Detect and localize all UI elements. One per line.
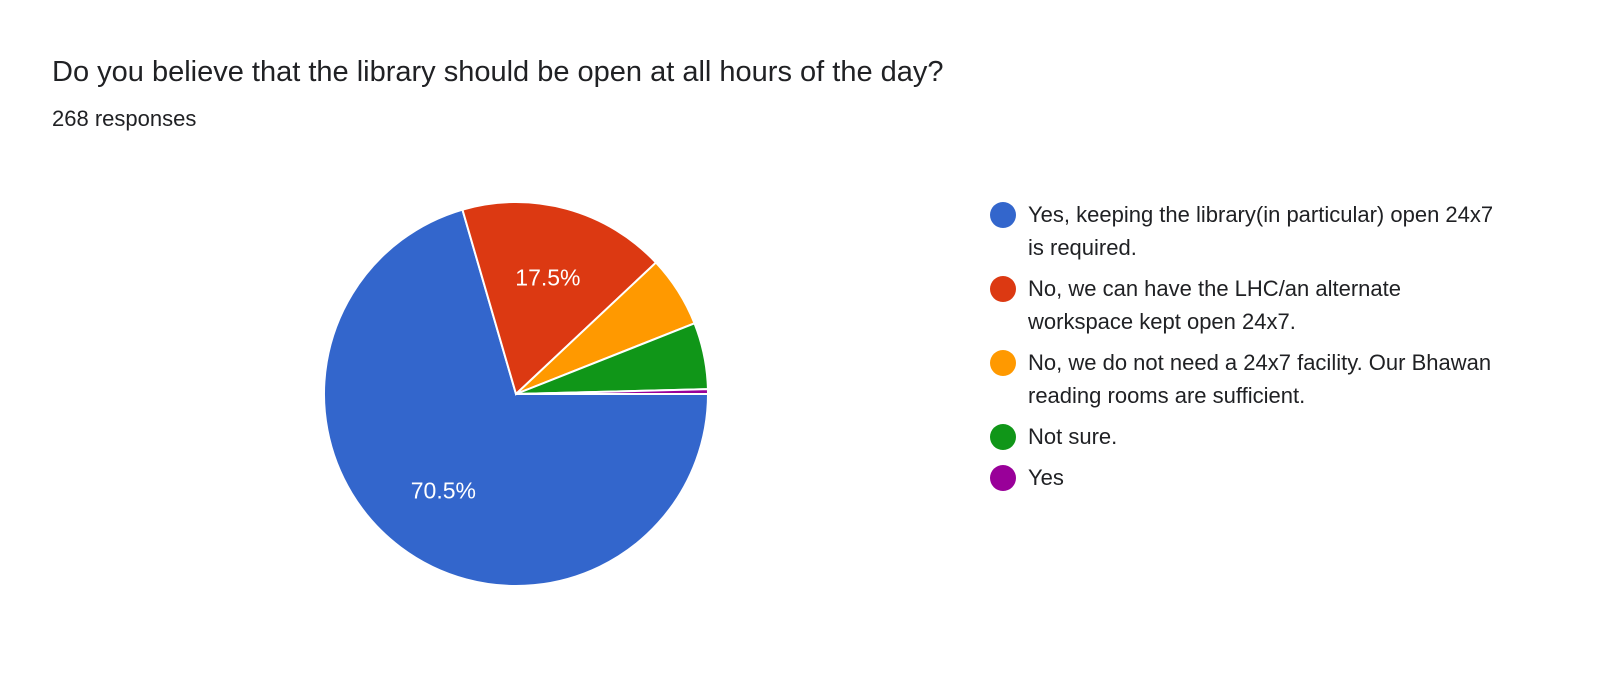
response-count: 268 responses xyxy=(52,106,197,131)
legend-dot-icon xyxy=(990,424,1016,450)
pie-slice-4[interactable] xyxy=(515,388,710,395)
legend-item[interactable]: Yes xyxy=(990,461,1550,494)
legend-dot-icon xyxy=(990,276,1016,302)
slice-data-label: 70.5% xyxy=(411,478,476,504)
pie-slice-1[interactable] xyxy=(461,201,658,396)
legend-dot-icon xyxy=(990,350,1016,376)
pie-slice-0[interactable] xyxy=(323,208,710,587)
legend-dot-icon xyxy=(990,202,1016,228)
legend-item[interactable]: Yes, keeping the library(in particular) … xyxy=(990,198,1550,264)
legend-label: Yes xyxy=(1028,465,1064,490)
legend-item[interactable]: No, we can have the LHC/an alternate wor… xyxy=(990,272,1550,338)
legend: Yes, keeping the library(in particular) … xyxy=(990,198,1550,502)
legend-item[interactable]: No, we do not need a 24x7 facility. Our … xyxy=(990,346,1550,412)
legend-label: No, we do not need a 24x7 facility. Our … xyxy=(1028,350,1492,408)
legend-dot-icon xyxy=(990,465,1016,491)
legend-label: Not sure. xyxy=(1028,424,1118,449)
chart-title: Do you believe that the library should b… xyxy=(52,56,944,88)
legend-item[interactable]: Not sure. xyxy=(990,420,1550,453)
legend-label: Yes, keeping the library(in particular) … xyxy=(1028,202,1494,260)
legend-label: No, we can have the LHC/an alternate wor… xyxy=(1028,276,1402,334)
slice-data-label: 17.5% xyxy=(515,264,580,290)
